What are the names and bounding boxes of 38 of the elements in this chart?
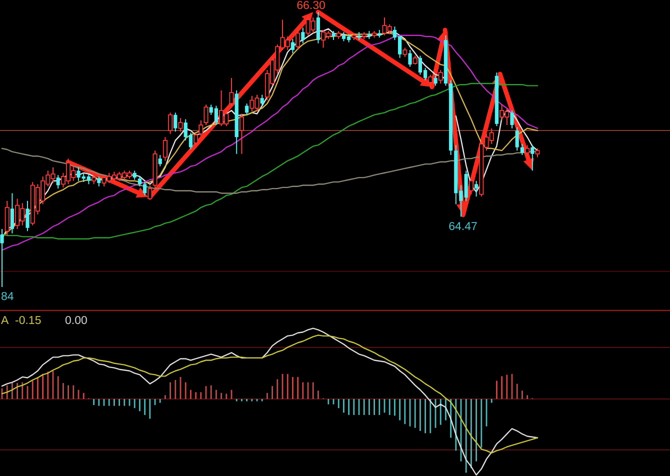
candlestick — [168, 112, 173, 134]
candlestick — [143, 181, 147, 196]
text: 0.00 — [65, 315, 88, 327]
candlestick — [0, 228, 4, 288]
candlestick — [229, 78, 234, 106]
candlestick — [245, 103, 249, 116]
candlestick — [290, 38, 294, 54]
candlestick — [510, 110, 514, 129]
candlestick — [132, 170, 136, 180]
annotation: 64.47 — [448, 221, 478, 233]
candlestick — [56, 174, 60, 190]
candlestick — [515, 126, 519, 152]
candlestick — [301, 27, 305, 44]
candlestick — [162, 136, 168, 162]
candlestick — [434, 75, 438, 86]
candlestick — [4, 200, 10, 236]
candlestick — [158, 154, 162, 167]
candlestick — [408, 49, 412, 68]
candlestick — [26, 200, 30, 232]
candlestick — [138, 176, 142, 187]
candlestick — [474, 180, 478, 198]
candlestick — [152, 150, 158, 192]
text: -0.15 — [15, 315, 42, 327]
candlestick — [10, 192, 14, 234]
candlestick — [316, 12, 320, 44]
candlestick — [239, 113, 244, 154]
candlestick — [520, 144, 524, 156]
text: A — [1, 315, 9, 327]
candlestick — [525, 144, 530, 157]
candlestick — [260, 94, 264, 106]
candlestick — [97, 176, 101, 187]
candlestick — [428, 74, 433, 88]
candlestick — [530, 144, 534, 172]
candlestick — [468, 177, 474, 195]
candlestick — [174, 112, 178, 132]
annotation: 66.30 — [296, 0, 326, 12]
text: 84 — [1, 291, 14, 303]
candlestick — [332, 30, 336, 41]
